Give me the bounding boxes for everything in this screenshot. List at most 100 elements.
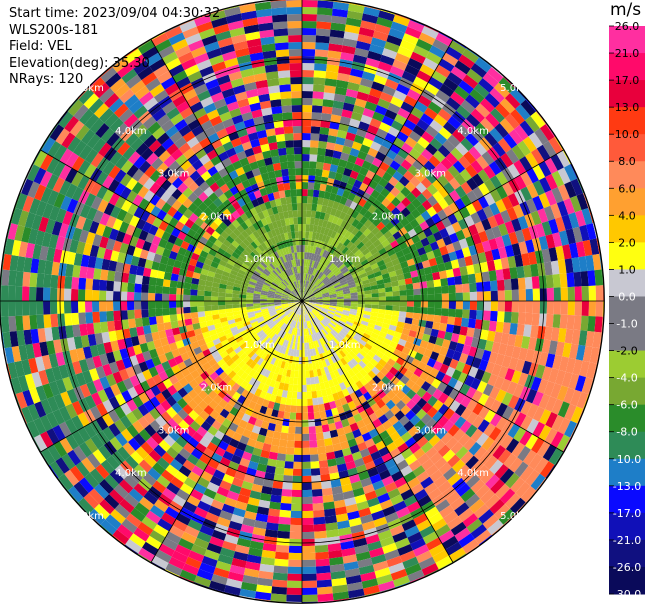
- velocity-gate: [330, 320, 338, 326]
- velocity-gate: [500, 378, 512, 393]
- velocity-gate: [436, 238, 446, 249]
- velocity-gate: [106, 310, 114, 322]
- velocity-gate: [271, 372, 279, 381]
- velocity-gate: [312, 246, 317, 254]
- velocity-gate: [375, 167, 386, 178]
- velocity-gate: [410, 538, 426, 551]
- velocity-gate: [434, 286, 442, 294]
- velocity-gate: [317, 396, 324, 405]
- velocity-gate: [421, 402, 433, 414]
- velocity-gate: [288, 419, 296, 427]
- velocity-gate: [246, 391, 255, 401]
- velocity-gate: [390, 186, 401, 197]
- velocity-gate: [480, 261, 489, 273]
- velocity-gate: [331, 485, 343, 495]
- velocity-gate: [284, 347, 290, 356]
- velocity-gate: [330, 238, 337, 247]
- velocity-gate: [462, 513, 479, 528]
- velocity-gate: [49, 287, 58, 301]
- velocity-gate: [297, 377, 302, 386]
- velocity-gate: [480, 489, 495, 504]
- velocity-gate: [429, 469, 443, 483]
- velocity-gate: [435, 32, 453, 47]
- velocity-gate: [337, 72, 350, 82]
- velocity-gate: [328, 379, 335, 388]
- velocity-gate: [190, 448, 203, 460]
- velocity-gate: [362, 137, 374, 148]
- velocity-gate: [275, 544, 290, 553]
- velocity-gate: [555, 341, 565, 357]
- velocity-gate: [324, 316, 332, 322]
- velocity-gate: [554, 136, 564, 151]
- velocity-gate: [314, 376, 320, 384]
- velocity-gate: [397, 442, 409, 454]
- velocity-gate: [249, 360, 257, 369]
- velocity-gate: [306, 291, 313, 297]
- velocity-gate: [384, 282, 392, 288]
- velocity-gate: [328, 170, 337, 180]
- velocity-gate: [360, 336, 369, 343]
- velocity-gate: [200, 470, 213, 482]
- velocity-gate: [223, 402, 234, 413]
- velocity-gate: [448, 388, 460, 401]
- velocity-gate: [585, 331, 595, 347]
- velocity-gate: [408, 330, 417, 338]
- velocity-gate: [324, 280, 332, 286]
- velocity-gate: [323, 213, 331, 222]
- velocity-gate: [306, 342, 310, 350]
- velocity-gate: [528, 225, 539, 240]
- velocity-gate: [314, 530, 327, 539]
- velocity-gate: [369, 118, 382, 129]
- velocity-gate: [305, 224, 310, 232]
- velocity-gate: [295, 426, 302, 434]
- velocity-gate: [293, 321, 297, 328]
- velocity-gate: [437, 108, 452, 122]
- velocity-gate: [465, 544, 480, 555]
- velocity-gate: [393, 436, 405, 448]
- velocity-gate: [170, 476, 184, 489]
- velocity-gate: [260, 352, 268, 360]
- velocity-gate: [338, 65, 352, 75]
- velocity-gate: [478, 56, 493, 68]
- velocity-gate: [306, 252, 310, 260]
- velocity-gate: [337, 234, 344, 243]
- velocity-gate: [392, 531, 408, 543]
- velocity-gate: [329, 400, 337, 410]
- velocity-gate: [368, 428, 379, 439]
- velocity-gate: [317, 263, 323, 271]
- velocity-gate: [349, 201, 358, 211]
- velocity-gate: [314, 544, 329, 553]
- velocity-gate: [437, 330, 446, 339]
- velocity-gate: [280, 322, 286, 330]
- velocity-gate: [350, 269, 359, 276]
- velocity-gate: [483, 192, 496, 206]
- velocity-gate: [460, 181, 473, 195]
- velocity-gate: [193, 537, 210, 550]
- velocity-gate: [443, 182, 455, 194]
- velocity-gate: [459, 266, 468, 276]
- velocity-gate: [503, 513, 516, 526]
- velocity-gate: [476, 291, 485, 301]
- velocity-gate: [219, 510, 233, 521]
- velocity-gate: [310, 126, 321, 134]
- velocity-gate: [482, 383, 494, 397]
- velocity-gate: [462, 538, 479, 554]
- velocity-gate: [465, 386, 477, 399]
- velocity-gate: [179, 576, 195, 583]
- velocity-gate: [298, 314, 301, 322]
- velocity-gate: [371, 393, 382, 403]
- velocity-gate: [382, 419, 393, 431]
- velocity-gate: [466, 190, 478, 203]
- velocity-gate: [537, 208, 549, 224]
- velocity-gate: [390, 96, 404, 108]
- velocity-gate: [466, 177, 479, 191]
- velocity-gate: [307, 281, 312, 289]
- velocity-gate: [332, 377, 339, 386]
- velocity-gate: [391, 336, 400, 344]
- velocity-gate: [218, 398, 228, 409]
- velocity-gate: [528, 337, 538, 351]
- velocity-gate: [240, 524, 254, 534]
- velocity-gate: [511, 289, 519, 301]
- velocity-gate: [534, 457, 549, 474]
- velocity-gate: [317, 346, 323, 355]
